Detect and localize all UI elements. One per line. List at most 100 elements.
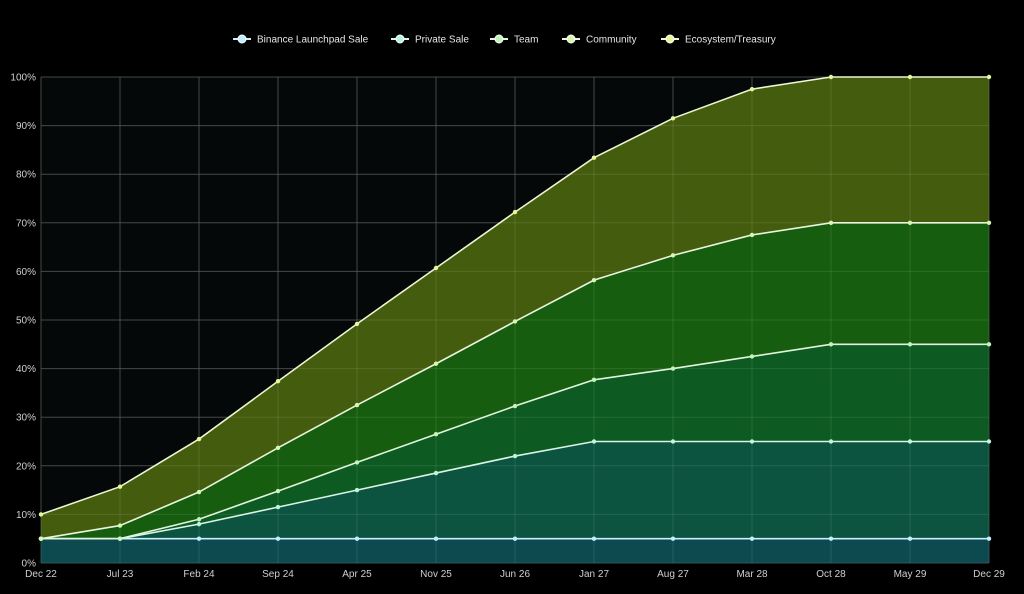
data-point[interactable] (986, 342, 992, 347)
data-point[interactable] (275, 445, 281, 451)
legend-label: Ecosystem/Treasury (685, 35, 776, 46)
data-point[interactable] (986, 74, 992, 80)
y-tick-label: 30% (16, 413, 36, 424)
data-point[interactable] (591, 439, 597, 444)
data-point[interactable] (986, 536, 992, 541)
data-point[interactable] (196, 517, 202, 522)
data-point[interactable] (670, 439, 676, 444)
data-point[interactable] (354, 536, 360, 541)
area-3 (41, 222, 989, 539)
legend-marker (494, 34, 504, 44)
x-tick-label: Jul 23 (107, 569, 134, 580)
y-tick-label: 0% (22, 559, 37, 570)
legend[interactable]: Binance Launchpad Sale Private Sale Team Co… (233, 34, 776, 46)
data-point[interactable] (828, 439, 834, 444)
data-point[interactable] (986, 220, 992, 225)
data-point[interactable] (275, 488, 281, 494)
legend-label: Community (586, 35, 637, 46)
data-point[interactable] (670, 116, 676, 121)
legend-item[interactable]: Binance Launchpad Sale (233, 34, 369, 46)
y-tick-label: 80% (16, 170, 36, 181)
legend-label: Team (514, 35, 538, 46)
data-point[interactable] (591, 277, 597, 283)
series-points (38, 74, 992, 541)
data-point[interactable] (591, 377, 597, 382)
data-point[interactable] (433, 265, 439, 271)
y-tick-label: 50% (16, 316, 36, 327)
data-point[interactable] (354, 460, 360, 465)
data-point[interactable] (117, 523, 123, 528)
x-tick-label: Mar 28 (736, 569, 768, 580)
legend-marker (237, 34, 247, 44)
y-tick-label: 10% (16, 510, 36, 521)
data-point[interactable] (196, 536, 202, 541)
data-point[interactable] (433, 470, 439, 476)
x-tick-label: Jan 27 (579, 569, 609, 580)
data-point[interactable] (275, 379, 281, 384)
data-point[interactable] (670, 536, 676, 541)
data-point[interactable] (512, 536, 518, 541)
data-point[interactable] (196, 489, 202, 495)
data-point[interactable] (749, 439, 755, 444)
x-tick-label: Aug 27 (657, 569, 689, 580)
data-point[interactable] (828, 74, 834, 80)
data-point[interactable] (907, 439, 913, 444)
data-point[interactable] (749, 536, 755, 541)
data-point[interactable] (354, 487, 360, 493)
axes: 0% 10% 20% 30% 40% 50% 60% 70% 80% 90% 100% Dec 22 J… (10, 73, 1005, 581)
data-point[interactable] (38, 536, 44, 541)
data-point[interactable] (433, 536, 439, 541)
data-point[interactable] (670, 253, 676, 258)
legend-item[interactable]: Ecosystem/Treasury (661, 34, 776, 46)
data-point[interactable] (354, 321, 360, 327)
legend-label: Private Sale (415, 35, 469, 46)
data-point[interactable] (907, 220, 913, 225)
legend-item[interactable]: Private Sale (391, 34, 469, 46)
area-1 (41, 441, 989, 539)
series-areas (40, 76, 990, 564)
x-tick-label: Feb 24 (183, 569, 215, 580)
data-point[interactable] (196, 521, 202, 527)
area-0 (41, 538, 989, 563)
legend-marker (566, 34, 576, 44)
data-point[interactable] (907, 342, 913, 347)
data-point[interactable] (907, 74, 913, 80)
y-tick-label: 100% (10, 73, 36, 84)
y-tick-label: 40% (16, 364, 36, 375)
data-point[interactable] (354, 402, 360, 408)
data-point[interactable] (117, 484, 123, 489)
data-point[interactable] (275, 536, 281, 541)
data-point[interactable] (275, 504, 281, 510)
data-point[interactable] (749, 354, 755, 359)
data-point[interactable] (38, 512, 44, 517)
data-point[interactable] (828, 536, 834, 541)
data-point[interactable] (670, 366, 676, 371)
legend-marker (665, 34, 675, 44)
legend-item[interactable]: Team (490, 34, 538, 46)
data-point[interactable] (512, 453, 518, 459)
data-point[interactable] (591, 536, 597, 541)
x-tick-label: Nov 25 (420, 569, 452, 580)
data-point[interactable] (749, 86, 755, 92)
data-point[interactable] (196, 436, 202, 442)
data-point[interactable] (828, 342, 834, 347)
x-tick-label: Dec 29 (973, 569, 1005, 580)
legend-item[interactable]: Community (562, 34, 637, 46)
data-point[interactable] (828, 220, 834, 225)
data-point[interactable] (117, 536, 123, 541)
data-point[interactable] (749, 232, 755, 238)
x-tick-label: Jun 26 (500, 569, 530, 580)
data-point[interactable] (512, 209, 518, 215)
data-point[interactable] (907, 536, 913, 541)
data-point[interactable] (591, 155, 597, 160)
y-tick-label: 60% (16, 267, 36, 278)
data-point[interactable] (512, 319, 518, 324)
data-point[interactable] (433, 361, 439, 366)
data-point[interactable] (433, 432, 439, 437)
y-tick-label: 90% (16, 121, 36, 132)
data-point[interactable] (986, 439, 992, 444)
area-2 (41, 344, 989, 539)
data-point[interactable] (512, 403, 518, 409)
